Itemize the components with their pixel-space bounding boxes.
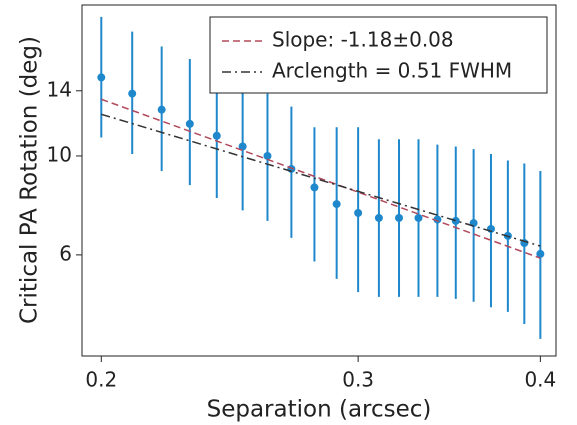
point xyxy=(212,131,221,140)
y-tick-label: 6 xyxy=(59,241,72,265)
point xyxy=(332,200,341,209)
fit-line xyxy=(101,113,541,247)
x-tick-label: 0.3 xyxy=(342,368,374,392)
legend-label: Slope: -1.18±0.08 xyxy=(272,28,454,52)
point xyxy=(433,215,442,224)
point xyxy=(128,89,137,98)
x-tick-label: 0.2 xyxy=(85,368,117,392)
point xyxy=(97,73,106,82)
y-tick-label: 14 xyxy=(47,77,72,101)
y-tick-label: 10 xyxy=(47,142,72,166)
point xyxy=(157,105,166,114)
point xyxy=(451,216,460,225)
point xyxy=(414,213,423,222)
legend-label: Arclength = 0.51 FWHM xyxy=(272,59,512,83)
point xyxy=(374,213,383,222)
point xyxy=(263,151,272,160)
point xyxy=(238,142,247,151)
fit-line xyxy=(101,98,541,259)
y-axis-label: Critical PA Rotation (deg) xyxy=(17,36,43,324)
point xyxy=(395,213,404,222)
point xyxy=(310,183,319,192)
point xyxy=(536,249,545,258)
x-tick-label: 0.4 xyxy=(524,368,556,392)
legend-box xyxy=(209,16,548,94)
plot-frame xyxy=(81,4,557,357)
x-axis-label: Separation (arcsec) xyxy=(207,397,432,423)
point xyxy=(354,208,363,217)
point xyxy=(185,119,194,128)
